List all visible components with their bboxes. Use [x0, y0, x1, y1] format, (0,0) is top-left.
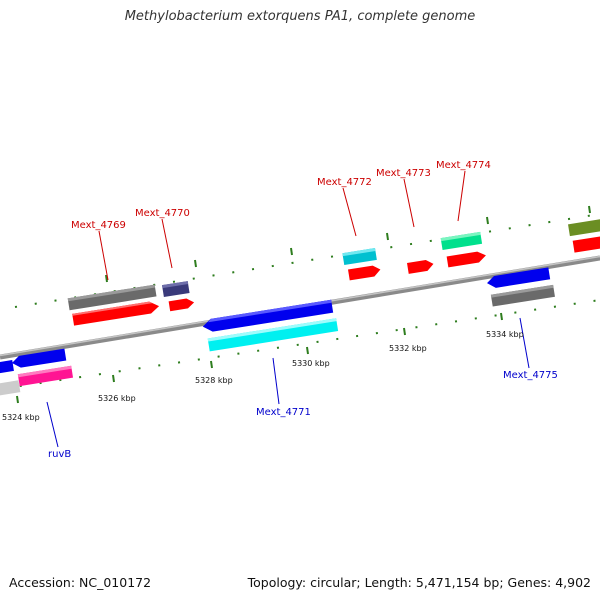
scale-label: 5326 kbp	[98, 394, 136, 403]
scale-label: 5334 kbp	[486, 330, 524, 339]
major-ticks	[16, 205, 591, 404]
scale-label: 5324 kbp	[2, 413, 40, 422]
gene-labels: Mext_4769 Mext_4770 Mext_4772 Mext_4773 …	[48, 160, 558, 460]
genome-summary-text: Topology: circular; Length: 5,471,154 bp…	[247, 575, 591, 590]
gene-shape-mext-4769[interactable]	[67, 284, 160, 326]
gene-shape-left-edge	[0, 360, 21, 398]
gene-label-mext-4771[interactable]: Mext_4771	[256, 407, 311, 418]
gene-label-ruvb[interactable]: ruvB	[48, 449, 71, 460]
gene-shape-mext-4774[interactable]	[440, 231, 487, 268]
gene-shape-mext-4771[interactable]	[202, 299, 339, 352]
gene-shape-mext-4775[interactable]	[486, 267, 555, 307]
label-leaders	[46, 170, 530, 448]
scale-label: 5330 kbp	[292, 359, 330, 368]
gene-label-mext-4769[interactable]: Mext_4769	[71, 220, 126, 231]
gene-shape-mext-4770[interactable]	[162, 281, 195, 312]
gene-label-mext-4770[interactable]: Mext_4770	[135, 208, 190, 219]
scale-label: 5332 kbp	[389, 344, 427, 353]
gene-label-mext-4773[interactable]: Mext_4773	[376, 168, 431, 179]
map-title: Methylobacterium extorquens PA1, complet…	[124, 9, 476, 24]
gene-shape-ruvb[interactable]	[11, 348, 74, 387]
scale-label: 5328 kbp	[195, 376, 233, 385]
gene-features	[0, 218, 600, 398]
gene-label-mext-4774[interactable]: Mext_4774	[436, 160, 491, 171]
gene-shape-mext-4772[interactable]	[342, 248, 381, 281]
gene-label-mext-4775[interactable]: Mext_4775	[503, 370, 558, 381]
gene-label-mext-4772[interactable]: Mext_4772	[317, 177, 372, 188]
scale-labels: 5324 kbp 5326 kbp 5328 kbp 5330 kbp 5332…	[2, 330, 524, 422]
accession-text: Accession: NC_010172	[9, 575, 152, 590]
gene-shape-mext-4773[interactable]	[407, 259, 434, 274]
gene-shape-right-edge	[568, 218, 600, 253]
inner-tick-track	[0, 299, 600, 390]
